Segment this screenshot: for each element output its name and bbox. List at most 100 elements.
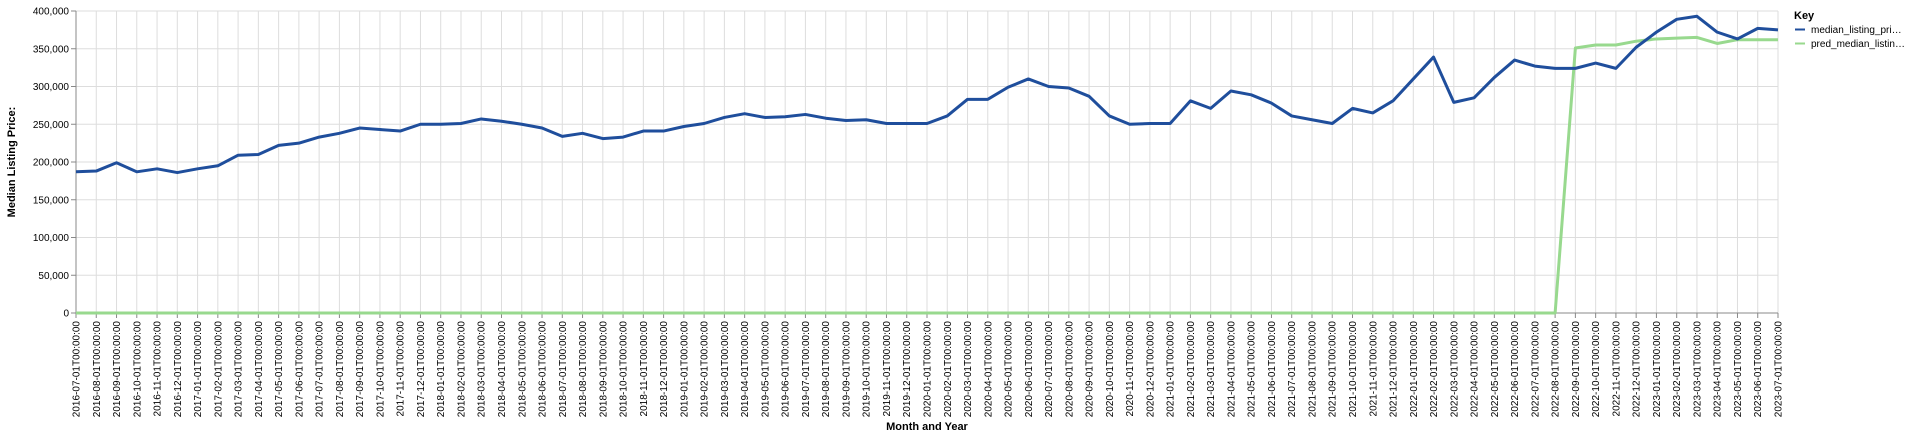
x-tick-label: 2023-07-01T00:00:00 [1774,321,1785,418]
x-tick-label: 2016-12-01T00:00:00 [173,321,184,418]
x-tick-label: 2017-08-01T00:00:00 [335,321,346,418]
x-tick-label: 2019-02-01T00:00:00 [700,321,711,418]
x-tick-label: 2016-09-01T00:00:00 [112,321,123,418]
x-tick-label: 2019-03-01T00:00:00 [720,321,731,418]
x-axis-ticks: 2016-07-01T00:00:00 2016-08-01T00:00:00 20… [72,313,1785,417]
x-tick-label: 2020-01-01T00:00:00 [923,321,934,418]
x-tick-label: 2018-10-01T00:00:00 [619,321,630,418]
x-tick-label: 2020-09-01T00:00:00 [1085,321,1096,418]
x-tick-label: 2022-12-01T00:00:00 [1632,321,1643,418]
x-tick-label: 2020-02-01T00:00:00 [943,321,954,418]
x-tick-label: 2019-09-01T00:00:00 [841,321,852,418]
x-tick-label: 2016-10-01T00:00:00 [132,321,143,418]
x-tick-label: 2018-06-01T00:00:00 [538,321,549,418]
x-tick-label: 2020-10-01T00:00:00 [1105,321,1116,418]
x-tick-label: 2022-02-01T00:00:00 [1429,321,1440,418]
y-tick-label: 50,000 [38,271,69,282]
y-tick-label: 0 [63,309,69,320]
x-tick-label: 2018-11-01T00:00:00 [639,321,650,417]
x-tick-label: 2018-12-01T00:00:00 [659,321,670,418]
x-tick-label: 2022-09-01T00:00:00 [1571,321,1582,418]
x-tick-label: 2022-07-01T00:00:00 [1530,321,1541,418]
x-tick-label: 2020-05-01T00:00:00 [1004,321,1015,418]
x-tick-label: 2018-05-01T00:00:00 [517,321,528,418]
x-tick-label: 2020-11-01T00:00:00 [1125,321,1136,417]
x-tick-label: 2021-08-01T00:00:00 [1307,321,1318,418]
x-tick-label: 2018-03-01T00:00:00 [477,321,488,418]
x-tick-label: 2019-08-01T00:00:00 [821,321,832,418]
x-tick-label: 2020-03-01T00:00:00 [963,321,974,418]
x-tick-label: 2019-07-01T00:00:00 [801,321,812,418]
x-tick-label: 2022-04-01T00:00:00 [1470,321,1481,418]
y-tick-label: 200,000 [33,158,70,169]
x-tick-label: 2020-04-01T00:00:00 [983,321,994,418]
y-axis-title: Median Listing Price: [6,107,18,218]
x-tick-label: 2021-09-01T00:00:00 [1328,321,1339,418]
x-tick-label: 2022-01-01T00:00:00 [1409,321,1420,418]
legend-title: Key [1794,10,1815,22]
legend-label-median_listing_price: median_listing_pri… [1811,25,1902,36]
x-tick-label: 2017-05-01T00:00:00 [274,321,285,418]
x-tick-label: 2017-12-01T00:00:00 [416,321,427,418]
x-tick-label: 2018-04-01T00:00:00 [497,321,508,418]
x-tick-label: 2016-07-01T00:00:00 [72,321,83,418]
y-tick-label: 400,000 [33,7,70,18]
x-tick-label: 2017-03-01T00:00:00 [234,321,245,418]
x-tick-label: 2018-07-01T00:00:00 [558,321,569,418]
x-tick-label: 2019-10-01T00:00:00 [862,321,873,418]
x-tick-label: 2021-04-01T00:00:00 [1226,321,1237,418]
x-tick-label: 2018-01-01T00:00:00 [436,321,447,418]
x-tick-label: 2021-03-01T00:00:00 [1206,321,1217,418]
x-tick-label: 2022-03-01T00:00:00 [1449,321,1460,418]
x-tick-label: 2022-05-01T00:00:00 [1490,321,1501,418]
x-tick-label: 2017-02-01T00:00:00 [213,321,224,418]
x-tick-label: 2020-07-01T00:00:00 [1044,321,1055,418]
x-tick-label: 2021-01-01T00:00:00 [1166,321,1177,418]
x-tick-label: 2022-08-01T00:00:00 [1551,321,1562,418]
x-tick-label: 2021-06-01T00:00:00 [1267,321,1278,418]
x-tick-label: 2019-04-01T00:00:00 [740,321,751,418]
x-tick-label: 2019-05-01T00:00:00 [760,321,771,418]
y-tick-label: 350,000 [33,44,70,55]
x-tick-label: 2021-11-01T00:00:00 [1368,321,1379,417]
x-tick-label: 2016-11-01T00:00:00 [153,321,164,417]
y-axis-ticks: 0 50,000 100,000 150,000 200,000 250,000 300,0… [33,7,76,320]
x-tick-label: 2019-06-01T00:00:00 [781,321,792,418]
x-tick-label: 2020-12-01T00:00:00 [1145,321,1156,418]
x-tick-label: 2019-11-01T00:00:00 [882,321,893,417]
x-tick-label: 2020-08-01T00:00:00 [1064,321,1075,418]
x-tick-label: 2021-10-01T00:00:00 [1348,321,1359,418]
x-tick-label: 2018-08-01T00:00:00 [578,321,589,418]
grid-lines [76,11,1778,313]
x-tick-label: 2021-12-01T00:00:00 [1389,321,1400,418]
x-tick-label: 2021-02-01T00:00:00 [1186,321,1197,418]
x-tick-label: 2023-06-01T00:00:00 [1753,321,1764,418]
x-tick-label: 2022-11-01T00:00:00 [1611,321,1622,417]
x-tick-label: 2023-02-01T00:00:00 [1672,321,1683,418]
x-tick-label: 2019-12-01T00:00:00 [902,321,913,418]
x-tick-label: 2017-07-01T00:00:00 [315,321,326,418]
x-tick-label: 2023-04-01T00:00:00 [1713,321,1724,418]
x-tick-label: 2017-10-01T00:00:00 [375,321,386,418]
x-tick-label: 2017-06-01T00:00:00 [294,321,305,418]
legend-label-pred_median_listing_price: pred_median_listin… [1811,39,1905,50]
x-tick-label: 2017-09-01T00:00:00 [355,321,366,418]
x-tick-label: 2017-04-01T00:00:00 [254,321,265,418]
y-tick-label: 250,000 [33,120,70,131]
y-tick-label: 100,000 [33,233,70,244]
x-tick-label: 2023-01-01T00:00:00 [1652,321,1663,418]
legend: Key median_listing_pri… pred_median_listi… [1794,10,1905,50]
x-tick-label: 2019-01-01T00:00:00 [679,321,690,418]
x-tick-label: 2018-09-01T00:00:00 [598,321,609,418]
x-tick-label: 2023-05-01T00:00:00 [1733,321,1744,418]
y-tick-label: 300,000 [33,82,70,93]
x-tick-label: 2020-06-01T00:00:00 [1024,321,1035,418]
x-tick-label: 2016-08-01T00:00:00 [92,321,103,418]
x-tick-label: 2017-11-01T00:00:00 [396,321,407,417]
x-tick-label: 2017-01-01T00:00:00 [193,321,204,418]
x-tick-label: 2022-06-01T00:00:00 [1510,321,1521,418]
x-tick-label: 2021-05-01T00:00:00 [1247,321,1258,418]
x-tick-label: 2021-07-01T00:00:00 [1287,321,1298,418]
x-tick-label: 2022-10-01T00:00:00 [1591,321,1602,418]
